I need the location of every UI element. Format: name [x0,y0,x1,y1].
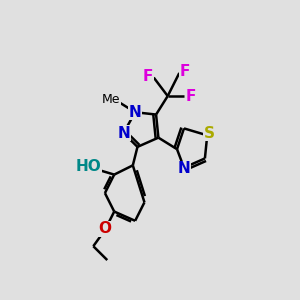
Text: Me: Me [101,93,120,106]
Text: F: F [143,69,153,84]
Text: N: N [117,125,130,140]
Text: N: N [178,161,190,176]
Text: N: N [129,105,142,120]
Text: S: S [204,125,215,140]
Text: F: F [186,88,196,104]
Text: O: O [98,221,111,236]
Text: HO: HO [76,159,101,174]
Text: F: F [180,64,190,79]
